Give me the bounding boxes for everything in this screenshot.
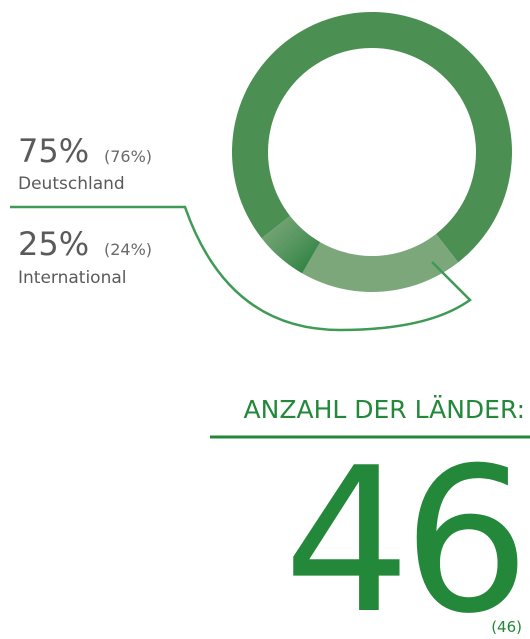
value-label: 25% xyxy=(18,225,89,263)
donut-segment xyxy=(232,11,513,263)
stat-title: ANZAHL DER LÄNDER: xyxy=(244,395,525,424)
stat-previous: (46) xyxy=(491,618,522,636)
segment-shade xyxy=(261,216,320,274)
category-label: Deutschland xyxy=(18,174,125,194)
stat-value: 46 xyxy=(284,425,523,639)
connector-line xyxy=(10,205,472,332)
previous-label: (24%) xyxy=(104,240,152,259)
donut xyxy=(232,11,513,292)
value-label: 75% xyxy=(18,132,89,170)
category-label: International xyxy=(18,268,127,288)
donut-segment xyxy=(261,216,459,292)
previous-label: (76%) xyxy=(104,147,152,166)
